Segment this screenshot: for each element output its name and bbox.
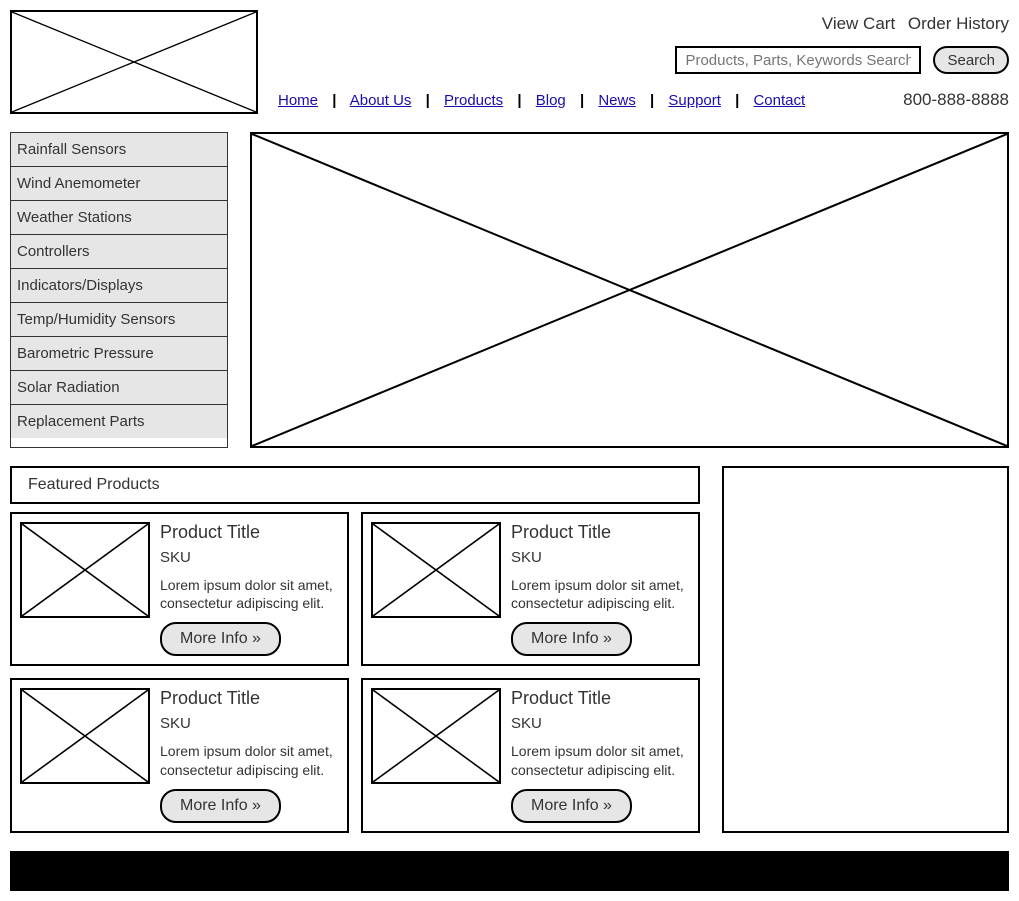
product-title: Product Title — [160, 522, 339, 543]
product-sku: SKU — [511, 715, 690, 732]
product-grid: Product Title SKU Lorem ipsum dolor sit … — [10, 512, 700, 833]
more-info-button[interactable]: More Info » — [511, 789, 632, 823]
nav-separator: | — [426, 92, 430, 109]
sidebar-item-replacement-parts[interactable]: Replacement Parts — [11, 405, 227, 438]
sidebar-item-weather-stations[interactable]: Weather Stations — [11, 201, 227, 235]
product-sku: SKU — [511, 549, 690, 566]
product-title: Product Title — [511, 688, 690, 709]
product-description: Lorem ipsum dolor sit amet, consectetur … — [511, 742, 690, 778]
aside-box — [722, 466, 1009, 833]
more-info-button[interactable]: More Info » — [160, 789, 281, 823]
nav-separator: | — [580, 92, 584, 109]
nav-home[interactable]: Home — [278, 92, 318, 109]
product-title: Product Title — [160, 688, 339, 709]
sidebar-item-rainfall-sensors[interactable]: Rainfall Sensors — [11, 133, 227, 167]
sidebar-item-controllers[interactable]: Controllers — [11, 235, 227, 269]
product-card: Product Title SKU Lorem ipsum dolor sit … — [361, 512, 700, 666]
product-description: Lorem ipsum dolor sit amet, consectetur … — [160, 576, 339, 612]
nav-about[interactable]: About Us — [350, 92, 412, 109]
sidebar-item-wind-anemometer[interactable]: Wind Anemometer — [11, 167, 227, 201]
nav-separator: | — [650, 92, 654, 109]
nav-support[interactable]: Support — [668, 92, 721, 109]
category-sidebar: Rainfall Sensors Wind Anemometer Weather… — [10, 132, 228, 448]
view-cart-link[interactable]: View Cart — [822, 14, 895, 33]
footer-bar — [10, 851, 1009, 891]
sidebar-item-barometric[interactable]: Barometric Pressure — [11, 337, 227, 371]
search-input[interactable] — [675, 46, 921, 74]
product-description: Lorem ipsum dolor sit amet, consectetur … — [511, 576, 690, 612]
sidebar-item-indicators-displays[interactable]: Indicators/Displays — [11, 269, 227, 303]
nav-products[interactable]: Products — [444, 92, 503, 109]
sidebar-item-solar-radiation[interactable]: Solar Radiation — [11, 371, 227, 405]
top-links: View Cart Order History — [814, 10, 1009, 34]
hero-image-placeholder — [250, 132, 1009, 448]
order-history-link[interactable]: Order History — [908, 14, 1009, 33]
more-info-button[interactable]: More Info » — [511, 622, 632, 656]
product-card: Product Title SKU Lorem ipsum dolor sit … — [10, 678, 349, 832]
main-nav: Home | About Us | Products | Blog | News… — [278, 92, 805, 109]
logo-placeholder — [10, 10, 258, 114]
sidebar-item-temp-humidity[interactable]: Temp/Humidity Sensors — [11, 303, 227, 337]
product-description: Lorem ipsum dolor sit amet, consectetur … — [160, 742, 339, 778]
product-title: Product Title — [511, 522, 690, 543]
product-card: Product Title SKU Lorem ipsum dolor sit … — [10, 512, 349, 666]
product-image-placeholder — [371, 522, 501, 618]
product-card: Product Title SKU Lorem ipsum dolor sit … — [361, 678, 700, 832]
featured-heading: Featured Products — [10, 466, 700, 504]
nav-separator: | — [332, 92, 336, 109]
more-info-button[interactable]: More Info » — [160, 622, 281, 656]
product-image-placeholder — [371, 688, 501, 784]
product-sku: SKU — [160, 715, 339, 732]
phone-number: 800-888-8888 — [903, 90, 1009, 110]
nav-news[interactable]: News — [598, 92, 636, 109]
nav-blog[interactable]: Blog — [536, 92, 566, 109]
nav-separator: | — [735, 92, 739, 109]
product-image-placeholder — [20, 522, 150, 618]
product-sku: SKU — [160, 549, 339, 566]
search-button[interactable]: Search — [933, 46, 1009, 74]
product-image-placeholder — [20, 688, 150, 784]
nav-contact[interactable]: Contact — [753, 92, 805, 109]
nav-separator: | — [517, 92, 521, 109]
